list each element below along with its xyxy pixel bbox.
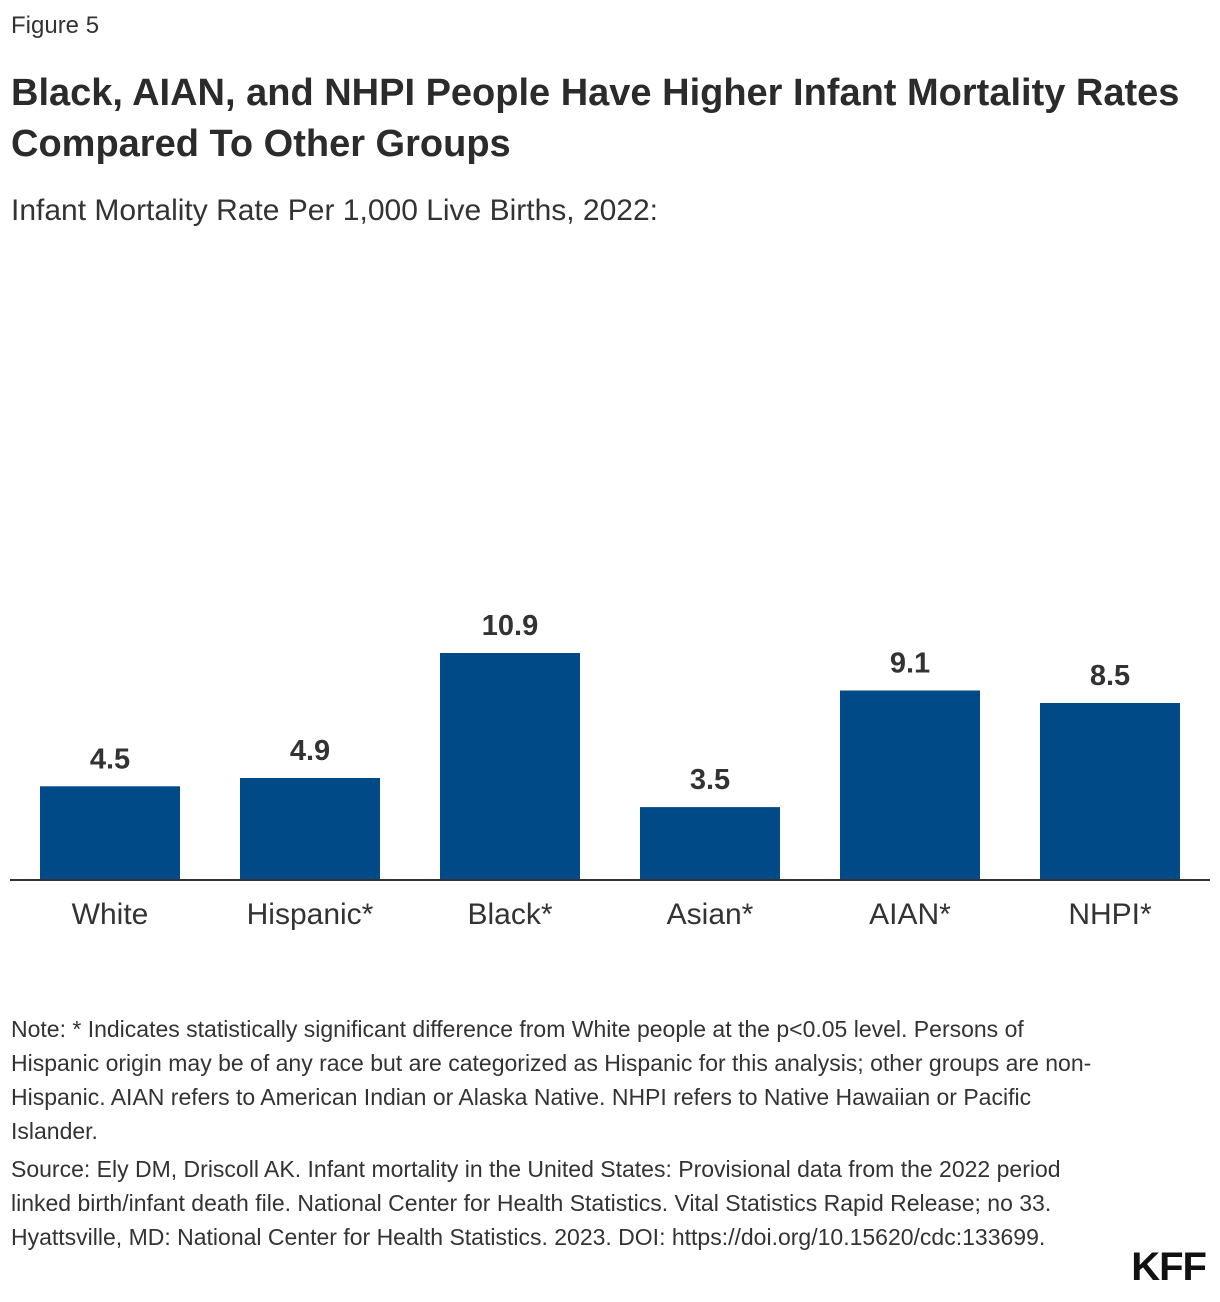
bar-hispanic [240,778,380,880]
value-label: 4.5 [90,743,130,775]
chart-title: Black, AIAN, and NHPI People Have Higher… [11,72,1180,165]
chart-subtitle: Infant Mortality Rate Per 1,000 Live Bir… [11,194,659,227]
figure-label: Figure 5 [11,12,100,39]
notes-section: Note: * Indicates statistically signific… [11,1012,1101,1258]
category-label: White [72,898,149,931]
category-label: Asian* [667,898,754,931]
bar-aian [840,690,980,880]
value-label: 3.5 [690,764,730,796]
category-label: NHPI* [1068,898,1152,931]
value-label: 4.9 [290,735,330,767]
category-label: Hispanic* [247,898,374,931]
bar-nhpi [1040,703,1180,880]
kff-logo: KFF [1131,1245,1207,1289]
note-text: Note: * Indicates statistically signific… [11,1016,1092,1144]
value-label: 8.5 [1090,660,1130,692]
value-label: 9.1 [890,648,930,680]
bar-chart: 4.5 White 4.9 Hispanic* 10.9 Black* 3.5 Asian* 9… [10,610,1210,931]
category-label: Black* [467,898,552,931]
source-text: Source: Ely DM, Driscoll AK. Infant mort… [11,1156,1061,1250]
bar-asian [640,807,780,880]
category-label: AIAN* [869,898,951,931]
value-label: 10.9 [482,610,538,642]
bar-black [440,653,580,880]
bar-white [40,786,180,880]
